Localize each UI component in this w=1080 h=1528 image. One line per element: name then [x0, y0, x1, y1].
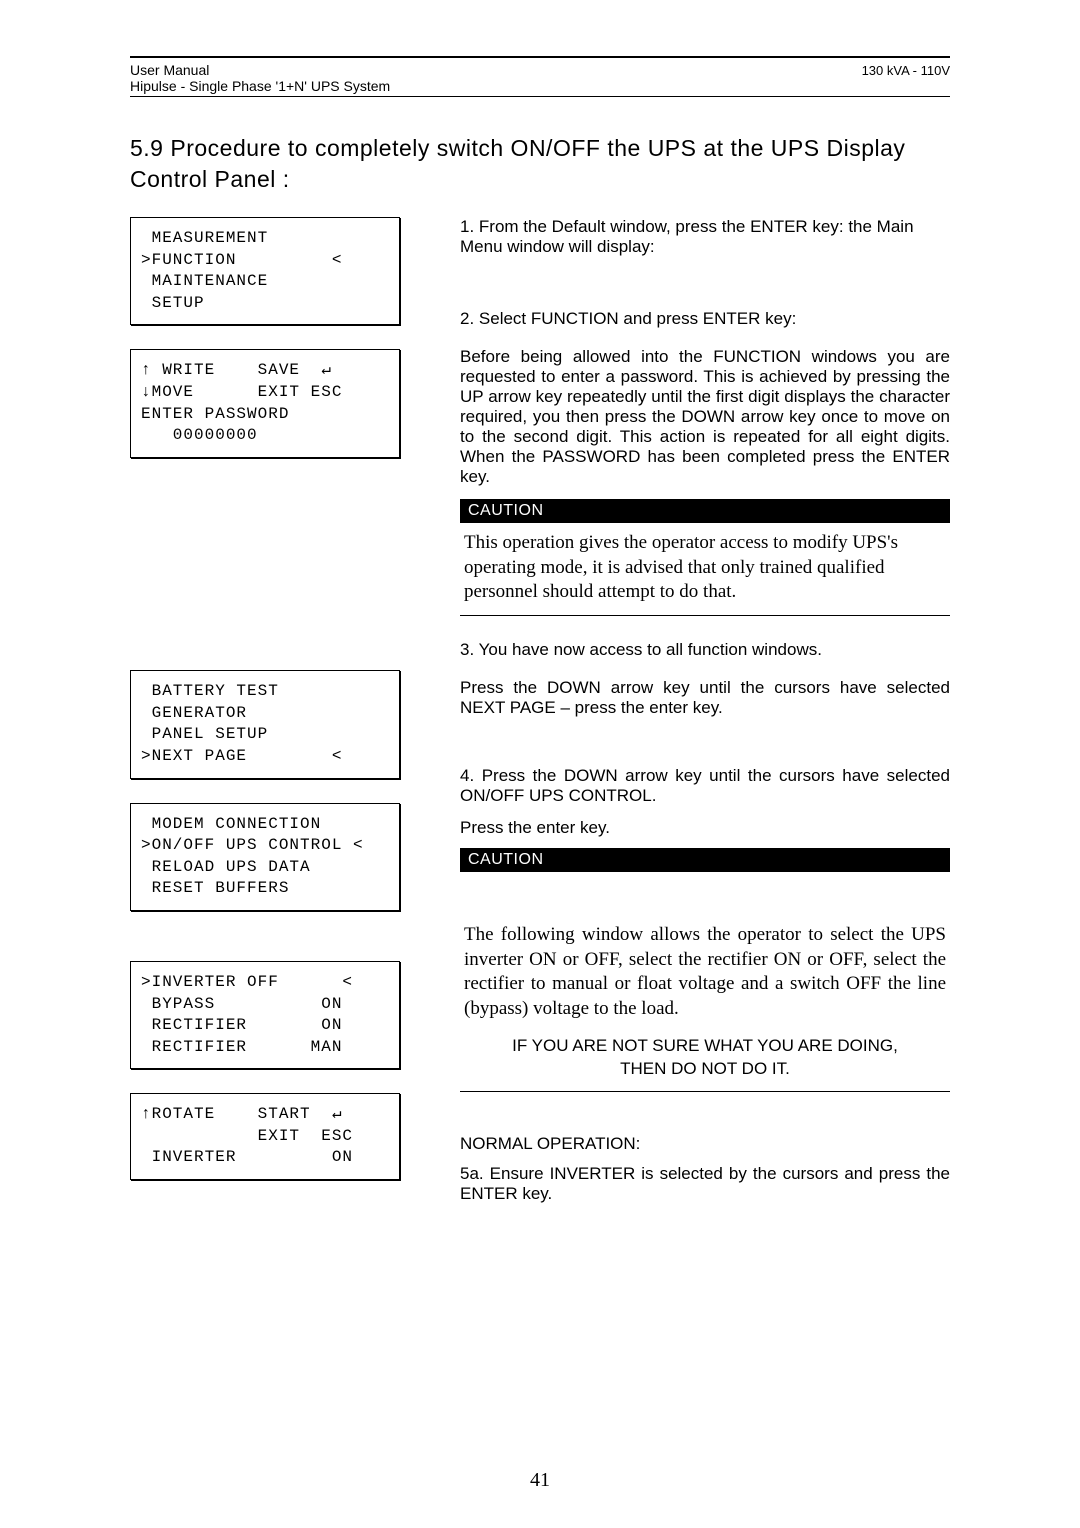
normal-op-label: NORMAL OPERATION: — [460, 1134, 950, 1154]
caution-rule-2 — [460, 1091, 950, 1092]
spacer — [130, 785, 400, 803]
spacer — [460, 730, 950, 766]
step-5a: 5a. Ensure INVERTER is selected by the c… — [460, 1164, 950, 1204]
warning-center-text: IF YOU ARE NOT SURE WHAT YOU ARE DOING, … — [512, 1036, 898, 1079]
right-col-2: 3. You have now access to all function w… — [460, 630, 950, 880]
block-2: BATTERY TEST GENERATOR PANEL SETUP >NEXT… — [130, 630, 950, 917]
spacer — [460, 267, 950, 309]
lcd-main-menu: MEASUREMENT >FUNCTION < MAINTENANCE SETU… — [130, 217, 400, 325]
caution-body-2: The following window allows the operator… — [460, 923, 950, 1022]
caution-rule-1 — [460, 615, 950, 616]
block-1: MEASUREMENT >FUNCTION < MAINTENANCE SETU… — [130, 217, 950, 630]
spacer — [460, 339, 950, 347]
step-1: 1. From the Default window, press the EN… — [460, 217, 950, 257]
left-col-1: MEASUREMENT >FUNCTION < MAINTENANCE SETU… — [130, 217, 400, 464]
spacer — [130, 917, 400, 961]
warning-center: IF YOU ARE NOT SURE WHAT YOU ARE DOING, … — [460, 1034, 950, 1082]
spacer — [130, 331, 400, 349]
step-4: 4. Press the DOWN arrow key until the cu… — [460, 766, 950, 806]
left-col-2: BATTERY TEST GENERATOR PANEL SETUP >NEXT… — [130, 630, 400, 917]
spacer — [460, 1106, 950, 1134]
header-sub: Hipulse - Single Phase '1+N' UPS System — [130, 78, 950, 97]
lcd-function-list: BATTERY TEST GENERATOR PANEL SETUP >NEXT… — [130, 670, 400, 778]
right-col-3: The following window allows the operator… — [460, 917, 950, 1216]
right-col-1: 1. From the Default window, press the EN… — [460, 217, 950, 630]
lcd-inverter-status: >INVERTER OFF < BYPASS ON RECTIFIER ON R… — [130, 961, 400, 1069]
para-4a: Press the enter key. — [460, 818, 950, 838]
spacer — [460, 670, 950, 678]
lcd-rotate-start: ↑ROTATE START ↵ EXIT ESC INVERTER ON — [130, 1093, 400, 1180]
para-3a: Press the DOWN arrow key until the curso… — [460, 678, 950, 718]
block-3: >INVERTER OFF < BYPASS ON RECTIFIER ON R… — [130, 917, 950, 1216]
header-right: 130 kVA - 110V — [862, 63, 950, 78]
header-left: User Manual — [130, 62, 209, 78]
header-top-rule — [130, 56, 950, 58]
lcd-onoff-control: MODEM CONNECTION >ON/OFF UPS CONTROL < R… — [130, 803, 400, 911]
page-header-top: User Manual 130 kVA - 110V — [130, 62, 950, 78]
caution-bar-2: CAUTION — [460, 848, 950, 872]
manual-page: User Manual 130 kVA - 110V Hipulse - Sin… — [0, 0, 1080, 1256]
caution-bar-1: CAUTION — [460, 499, 950, 523]
para-2a: Before being allowed into the FUNCTION w… — [460, 347, 950, 487]
spacer — [460, 630, 950, 640]
spacer — [130, 630, 400, 670]
page-number: 41 — [0, 1469, 1080, 1492]
step-3: 3. You have now access to all function w… — [460, 640, 950, 660]
step-2: 2. Select FUNCTION and press ENTER key: — [460, 309, 950, 329]
lcd-password: ↑ WRITE SAVE ↵ ↓MOVE EXIT ESC ENTER PASS… — [130, 349, 400, 457]
section-title: 5.9 Procedure to completely switch ON/OF… — [130, 133, 950, 195]
spacer — [130, 1075, 400, 1093]
caution-body-1: This operation gives the operator access… — [460, 531, 950, 605]
left-col-3: >INVERTER OFF < BYPASS ON RECTIFIER ON R… — [130, 917, 400, 1186]
